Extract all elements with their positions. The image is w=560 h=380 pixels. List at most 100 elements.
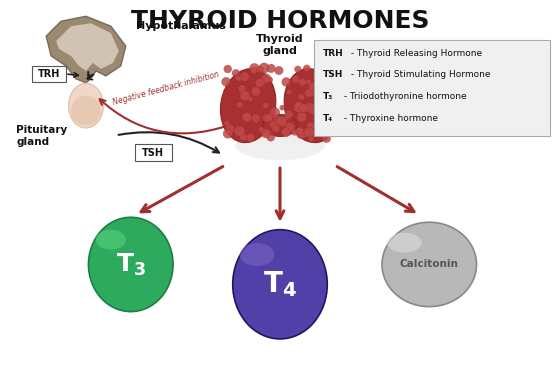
Ellipse shape xyxy=(235,130,325,160)
Text: TSH: TSH xyxy=(323,70,343,79)
Circle shape xyxy=(262,131,268,137)
Circle shape xyxy=(236,102,242,108)
Circle shape xyxy=(267,133,275,141)
Text: THYROID HORMONES: THYROID HORMONES xyxy=(130,10,430,33)
Text: - Thyroid Releasing Hormone: - Thyroid Releasing Hormone xyxy=(348,49,482,57)
Circle shape xyxy=(298,94,304,100)
Circle shape xyxy=(275,66,283,75)
Circle shape xyxy=(261,74,271,84)
Circle shape xyxy=(277,116,287,127)
Text: T₃: T₃ xyxy=(323,92,333,101)
Circle shape xyxy=(300,104,307,110)
Polygon shape xyxy=(46,16,126,83)
Circle shape xyxy=(311,89,321,98)
Circle shape xyxy=(295,66,301,73)
Ellipse shape xyxy=(96,230,126,250)
Circle shape xyxy=(296,127,304,135)
Circle shape xyxy=(307,130,315,138)
FancyBboxPatch shape xyxy=(135,144,171,161)
Ellipse shape xyxy=(245,153,315,187)
Circle shape xyxy=(300,104,309,112)
Circle shape xyxy=(293,103,304,113)
Ellipse shape xyxy=(260,160,300,180)
Circle shape xyxy=(326,68,335,77)
Circle shape xyxy=(223,129,232,138)
Circle shape xyxy=(236,76,242,81)
Circle shape xyxy=(316,120,321,126)
Circle shape xyxy=(267,77,273,83)
Circle shape xyxy=(292,75,300,83)
Circle shape xyxy=(297,127,303,133)
Circle shape xyxy=(248,97,253,102)
FancyArrowPatch shape xyxy=(87,75,92,80)
Text: TSH: TSH xyxy=(142,148,164,158)
Circle shape xyxy=(251,67,257,74)
Circle shape xyxy=(282,78,291,87)
Circle shape xyxy=(329,69,339,79)
Text: Thyroid
gland: Thyroid gland xyxy=(256,34,304,56)
Text: TRH: TRH xyxy=(38,69,60,79)
FancyBboxPatch shape xyxy=(32,66,66,82)
Ellipse shape xyxy=(284,69,339,142)
Circle shape xyxy=(305,103,315,113)
Circle shape xyxy=(306,122,314,130)
Ellipse shape xyxy=(233,230,327,339)
Ellipse shape xyxy=(382,222,477,307)
Circle shape xyxy=(240,72,249,81)
Circle shape xyxy=(269,121,277,128)
Text: $\mathbf{T_4}$: $\mathbf{T_4}$ xyxy=(263,269,297,299)
Circle shape xyxy=(242,112,251,122)
Circle shape xyxy=(256,66,263,73)
Circle shape xyxy=(294,101,302,109)
Text: Negative feedback inhibition: Negative feedback inhibition xyxy=(111,70,220,107)
Text: T₄: T₄ xyxy=(323,114,333,123)
Circle shape xyxy=(319,70,327,78)
Circle shape xyxy=(263,102,269,108)
Circle shape xyxy=(279,105,285,110)
Text: Hypothalamus: Hypothalamus xyxy=(136,21,226,31)
Circle shape xyxy=(323,135,330,142)
Text: $\mathbf{T_3}$: $\mathbf{T_3}$ xyxy=(116,251,146,277)
Circle shape xyxy=(324,77,332,84)
Circle shape xyxy=(263,114,272,122)
Text: TRH: TRH xyxy=(323,49,343,57)
Circle shape xyxy=(284,110,293,119)
Circle shape xyxy=(305,89,313,97)
Circle shape xyxy=(259,63,269,73)
Circle shape xyxy=(267,64,276,73)
Circle shape xyxy=(251,87,261,96)
Circle shape xyxy=(284,122,295,133)
Circle shape xyxy=(250,63,259,73)
Text: - Thyroxine hormone: - Thyroxine hormone xyxy=(340,114,438,123)
Circle shape xyxy=(235,126,245,136)
Circle shape xyxy=(292,130,297,135)
Circle shape xyxy=(240,133,247,141)
Circle shape xyxy=(309,82,318,92)
Ellipse shape xyxy=(263,114,297,136)
Circle shape xyxy=(269,108,280,118)
Polygon shape xyxy=(56,23,119,71)
Circle shape xyxy=(304,127,315,138)
Circle shape xyxy=(329,100,334,106)
Circle shape xyxy=(255,78,264,87)
Circle shape xyxy=(282,128,291,137)
Circle shape xyxy=(287,89,292,95)
Circle shape xyxy=(265,114,273,122)
FancyBboxPatch shape xyxy=(314,40,550,136)
Text: - Triiodothyronine hormone: - Triiodothyronine hormone xyxy=(340,92,466,101)
Ellipse shape xyxy=(68,83,104,128)
Circle shape xyxy=(284,127,290,133)
Text: - Thyroid Stimulating Hormone: - Thyroid Stimulating Hormone xyxy=(348,70,490,79)
Circle shape xyxy=(306,79,311,85)
Ellipse shape xyxy=(221,69,276,142)
Ellipse shape xyxy=(387,233,422,253)
Circle shape xyxy=(313,71,319,76)
Circle shape xyxy=(238,85,246,92)
Circle shape xyxy=(224,65,232,73)
Circle shape xyxy=(298,78,306,86)
Circle shape xyxy=(262,128,271,138)
Circle shape xyxy=(246,133,255,142)
Circle shape xyxy=(243,113,251,122)
Circle shape xyxy=(296,128,307,139)
Ellipse shape xyxy=(88,217,173,312)
